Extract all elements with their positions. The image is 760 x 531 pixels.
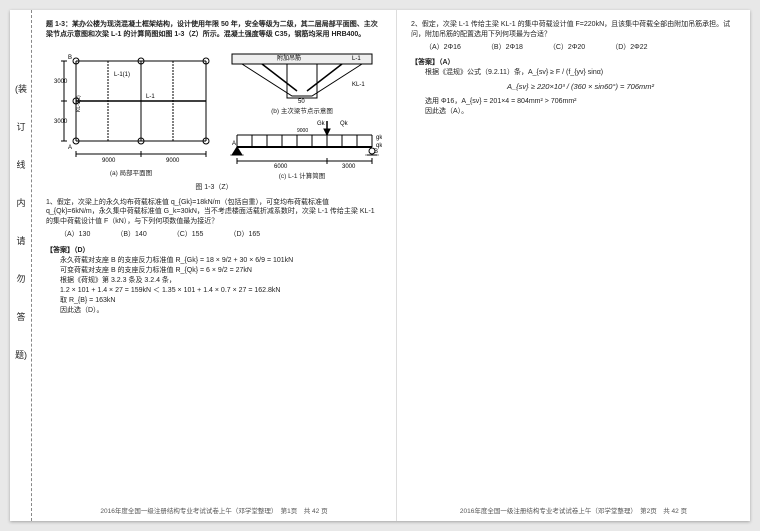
q2-solution: 根据《混规》公式（9.2.11）条，A_{sv} ≥ F / (f_{yv} s… (425, 68, 736, 117)
binding-text: (装 订 线 内 请 勿 答 题) (15, 70, 27, 374)
svg-text:A: A (232, 141, 236, 147)
figure-b: 附加吊筋 L-1 KL-1 50 (222, 46, 382, 104)
svg-text:9000: 9000 (166, 158, 180, 164)
page-1: 题 1-3：某办公楼为现浇混凝土框架结构，设计使用年限 50 年，安全等级为二级… (32, 10, 397, 521)
sol-line: 根据《混规》公式（9.2.11）条，A_{sv} ≥ F / (f_{yv} s… (425, 68, 736, 78)
svg-text:Gk: Gk (317, 121, 326, 127)
fig-b-caption: (b) 主次梁节点示意图 (222, 105, 382, 115)
q2-answer-label: 【答案】（A） (411, 58, 736, 68)
svg-text:3000: 3000 (342, 164, 356, 169)
svg-text:3000: 3000 (54, 119, 68, 125)
binding-char: 线 (15, 146, 27, 184)
q2-answer: 【答案】（A） 根据《混规》公式（9.2.11）条，A_{sv} ≥ F / (… (411, 58, 736, 117)
svg-text:L-1(1): L-1(1) (114, 72, 130, 78)
figure-c: Gk Qk gk qk 6000 3000 A B 9000 (222, 117, 382, 169)
q1-answer: 【答案】（D） 永久荷载对支座 B 的支座反力标准值 R_{Gk} = 18 ×… (46, 246, 382, 317)
sol-line: 1.2 × 101 + 1.4 × 27 = 159kN ＜ 1.35 × 10… (60, 286, 382, 296)
binding-char: (装 (15, 70, 27, 108)
q1-solution: 永久荷载对支座 B 的支座反力标准值 R_{Gk} = 18 × 9/2 + 3… (60, 256, 382, 317)
binding-char: 勿 (15, 260, 27, 298)
svg-text:KL-1(2): KL-1(2) (76, 95, 82, 112)
figure-a: 3000 3000 9000 9000 L-1(1) L-1 KL-1(2) A… (46, 46, 216, 180)
q2-opt-d: （D）2Φ22 (611, 43, 647, 53)
svg-text:9000: 9000 (297, 128, 308, 134)
svg-text:B: B (68, 55, 72, 61)
question-header: 题 1-3：某办公楼为现浇混凝土框架结构，设计使用年限 50 年，安全等级为二级… (46, 20, 382, 40)
sol-line: 选用 Φ16，A_{sv} = 201×4 = 804mm² > 706mm² (425, 97, 736, 107)
footer-left: 2016年度全国一级注册结构专业考试试卷上午（邓学堂整理） 第1页 共 42 页 (32, 505, 396, 515)
q2-opt-a: （A）2Φ16 (425, 43, 461, 53)
svg-text:L-1: L-1 (352, 56, 361, 62)
sol-line: 永久荷载对支座 B 的支座反力标准值 R_{Gk} = 18 × 9/2 + 3… (60, 256, 382, 266)
q1-opt-b: （B）140 (116, 230, 146, 240)
figure-bc-col: 附加吊筋 L-1 KL-1 50 (b) 主次梁节点示意图 (222, 46, 382, 180)
binding-margin: (装 订 线 内 请 勿 答 题) (10, 10, 32, 521)
q1-opt-c: （C）155 (173, 230, 204, 240)
binding-char: 答 (15, 298, 27, 336)
q1-text: 1、假定，次梁上的永久均布荷载标准值 q_{Gk}=18kN/m（包括自重），可… (46, 198, 382, 227)
fig-a-caption: (a) 局部平面图 (46, 167, 216, 177)
figure-row-1: 3000 3000 9000 9000 L-1(1) L-1 KL-1(2) A… (46, 46, 382, 180)
svg-text:L-1: L-1 (146, 94, 155, 100)
svg-text:B: B (374, 149, 378, 155)
q1-options: （A）130 （B）140 （C）155 （D）165 (60, 230, 382, 240)
q1-answer-label: 【答案】（D） (46, 246, 382, 256)
footer-right: 2016年度全国一级注册结构专业考试试卷上午（邓学堂整理） 第2页 共 42 页 (397, 505, 750, 515)
page-2: 2、假定，次梁 L-1 传给主梁 KL-1 的集中荷载设计值 F=220kN，且… (397, 10, 750, 521)
binding-char: 请 (15, 222, 27, 260)
svg-text:附加吊筋: 附加吊筋 (277, 54, 301, 62)
svg-text:3000: 3000 (54, 79, 68, 85)
sol-line: 因此选（D）。 (60, 306, 382, 316)
sol-line: 根据《荷规》第 3.2.3 条及 3.2.4 条， (60, 276, 382, 286)
question-2: 2、假定，次梁 L-1 传给主梁 KL-1 的集中荷载设计值 F=220kN，且… (411, 20, 736, 52)
svg-text:Qk: Qk (340, 121, 349, 127)
q1-opt-d: （D）165 (229, 230, 260, 240)
sol-line: 可变荷载对支座 B 的支座反力标准值 R_{Qk} = 6 × 9/2 = 27… (60, 266, 382, 276)
exam-sheet: (装 订 线 内 请 勿 答 题) 题 1-3：某办公楼为现浇混凝土框架结构，设… (10, 10, 750, 521)
q2-opt-c: （C）2Φ20 (549, 43, 585, 53)
q2-opt-b: （B）2Φ18 (487, 43, 523, 53)
binding-char: 内 (15, 184, 27, 222)
svg-text:A: A (68, 145, 72, 151)
fig-overall-caption: 图 1-3（Z） (46, 182, 382, 192)
q2-text: 2、假定，次梁 L-1 传给主梁 KL-1 的集中荷载设计值 F=220kN，且… (411, 20, 736, 40)
svg-text:gk: gk (376, 135, 382, 141)
svg-text:KL-1: KL-1 (352, 82, 365, 88)
fig-c-caption: (c) L-1 计算简图 (222, 170, 382, 180)
binding-char: 订 (15, 108, 27, 146)
binding-char: 题) (15, 336, 27, 374)
q1-opt-a: （A）130 (60, 230, 90, 240)
q-header-text: 题 1-3：某办公楼为现浇混凝土框架结构，设计使用年限 50 年，安全等级为二级… (46, 21, 378, 38)
sol-line: 取 R_{B} = 163kN (60, 296, 382, 306)
svg-text:6000: 6000 (274, 164, 288, 169)
svg-text:9000: 9000 (102, 158, 116, 164)
svg-text:50: 50 (298, 99, 305, 104)
question-1: 1、假定，次梁上的永久均布荷载标准值 q_{Gk}=18kN/m（包括自重），可… (46, 198, 382, 240)
sol-line: 因此选（A）。 (425, 107, 736, 117)
sol-formula: A_{sv} ≥ 220×10³ / (360 × sin60°) = 706m… (425, 82, 736, 93)
q2-options: （A）2Φ16 （B）2Φ18 （C）2Φ20 （D）2Φ22 (425, 43, 736, 53)
